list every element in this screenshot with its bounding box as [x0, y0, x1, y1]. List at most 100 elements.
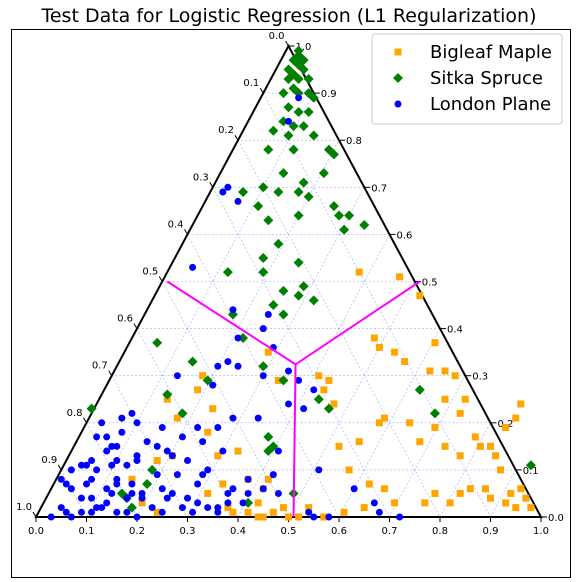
data-point [376, 419, 383, 426]
data-point [219, 448, 226, 455]
tick-label-right: 0.4 [447, 325, 463, 336]
data-point [68, 485, 75, 492]
data-point [512, 504, 519, 511]
data-point [68, 466, 75, 473]
tick-label-left: 0.8 [67, 408, 83, 419]
data-point [123, 509, 130, 516]
data-point [487, 495, 494, 502]
data-point [58, 504, 65, 511]
data-point [113, 481, 120, 488]
tick-label-left: 0.9 [41, 455, 57, 466]
tick-label-left: 0.6 [117, 314, 133, 325]
data-point [240, 499, 247, 506]
data-point [113, 509, 120, 516]
data-point [189, 509, 196, 516]
data-point [285, 514, 292, 521]
data-point [376, 344, 383, 351]
data-point [159, 509, 166, 516]
data-point [229, 306, 236, 313]
data-point [204, 466, 211, 473]
data-point [280, 504, 287, 511]
data-point [235, 335, 242, 342]
legend: Bigleaf MapleSitka SpruceLondon Plane [372, 34, 562, 124]
data-point [134, 514, 141, 521]
tick-label-bottom: 0.2 [129, 526, 145, 537]
data-point [492, 452, 499, 459]
legend-marker-square [395, 49, 402, 56]
data-point [396, 514, 403, 521]
legend-marker-circle [395, 101, 402, 108]
data-point [371, 499, 378, 506]
data-point [431, 424, 438, 431]
data-point [179, 504, 186, 511]
data-point [204, 429, 211, 436]
data-point [229, 415, 236, 422]
data-point [310, 386, 317, 393]
data-point [351, 485, 358, 492]
tick-label-bottom: 0.5 [281, 526, 297, 537]
data-point [235, 448, 242, 455]
data-point [214, 424, 221, 431]
data-point [421, 499, 428, 506]
data-point [154, 471, 161, 478]
data-point [194, 386, 201, 393]
data-point [371, 335, 378, 342]
data-point [426, 367, 433, 374]
tick-label-left: 1.0 [16, 502, 32, 513]
data-point [214, 509, 221, 516]
data-point [219, 189, 226, 196]
data-point [229, 485, 236, 492]
data-point [300, 405, 307, 412]
data-point [265, 311, 272, 318]
data-point [194, 424, 201, 431]
tick-label-left: 0.5 [142, 267, 158, 278]
data-point [472, 433, 479, 440]
data-point [108, 462, 115, 469]
tick-label-bottom: 0.7 [382, 526, 398, 537]
chart-title: Test Data for Logistic Regression (L1 Re… [40, 5, 536, 27]
data-point [118, 415, 125, 422]
data-point [431, 490, 438, 497]
data-point [295, 94, 302, 101]
data-point [416, 292, 423, 299]
data-point [159, 424, 166, 431]
data-point [260, 485, 267, 492]
legend-label: Bigleaf Maple [430, 42, 552, 63]
data-point [260, 325, 267, 332]
data-point [487, 443, 494, 450]
tick-label-left: 0.2 [218, 125, 234, 136]
data-point [270, 471, 277, 478]
data-point [174, 372, 181, 379]
data-point [522, 495, 529, 502]
data-point [255, 415, 262, 422]
data-point [189, 264, 196, 271]
tick-label-bottom: 0.0 [28, 526, 44, 537]
data-point [447, 499, 454, 506]
tick-label-bottom: 0.9 [483, 526, 499, 537]
data-point [113, 443, 120, 450]
data-point [512, 415, 519, 422]
data-point [103, 485, 110, 492]
data-point [361, 504, 368, 511]
data-point [245, 476, 252, 483]
data-point [457, 410, 464, 417]
data-point [467, 485, 474, 492]
tick-label-bottom: 0.6 [331, 526, 347, 537]
tick-label-left: 0.1 [243, 78, 259, 89]
data-point [285, 400, 292, 407]
data-point [134, 419, 141, 426]
tick-label-bottom: 1.0 [533, 526, 549, 537]
data-point [527, 504, 534, 511]
data-point [169, 452, 176, 459]
data-point [194, 481, 201, 488]
data-point [154, 457, 161, 464]
data-point [134, 457, 141, 464]
data-point [93, 433, 100, 440]
data-point [214, 363, 221, 370]
data-point [260, 514, 267, 521]
tick-label-bottom: 0.3 [180, 526, 196, 537]
data-point [391, 499, 398, 506]
data-point [154, 443, 161, 450]
data-point [204, 490, 211, 497]
